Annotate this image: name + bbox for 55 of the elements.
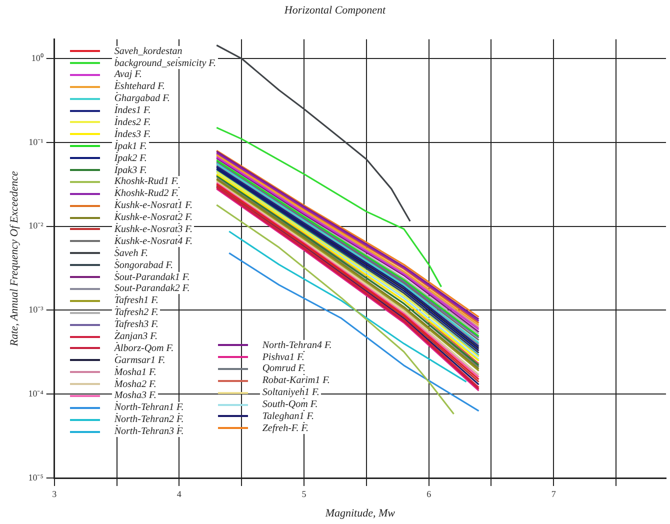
legend-label: Zefreh-F. F. — [260, 422, 311, 434]
legend-label: Pishva1 F. — [260, 352, 306, 363]
x-tick-label: 5 — [302, 488, 307, 499]
legend-label: Khoshk-Rud2 F. — [112, 188, 181, 200]
legend-label: background_seismicity F. — [112, 58, 218, 69]
legend-label: Mosha3 F. — [112, 390, 158, 402]
legend-label: Saveh_kordestan — [112, 46, 184, 57]
y-axis-title: Rate, Annual Frequency Of Exceedence — [8, 170, 20, 348]
legend-label: Sout-Parandak2 F. — [112, 283, 192, 294]
legend-label: Ghargabad F. — [112, 93, 172, 104]
legend-label: Alborz-Qom F. — [112, 342, 176, 354]
legend-label: Ipak3 F. — [112, 164, 149, 176]
y-tick-label: 10⁻⁴ — [28, 388, 44, 398]
legend-label: Indes1 F. — [112, 105, 153, 116]
legend-label: Kushk-e-Nosrat3 F. — [112, 224, 194, 235]
legend-label: Khoshk-Rud1 F. — [112, 176, 181, 188]
legend-label: Eshtehard F. — [112, 81, 167, 92]
legend-label: Robat-Karim1 F. — [260, 375, 332, 386]
legend-label: Avaj F. — [112, 69, 144, 80]
legend-label: North-Tehran4 F. — [260, 340, 334, 351]
legend-label: North-Tehran1 F. — [112, 402, 186, 414]
x-tick-label: 6 — [426, 488, 432, 499]
legend-label: Kushk-e-Nosrat4 F. — [112, 236, 194, 247]
legend-label: Indes2 F. — [112, 116, 153, 128]
legend-label: Tafresh3 F. — [112, 319, 160, 330]
legend-label: Taleghan1 F. — [260, 410, 316, 422]
x-tick-label: 4 — [176, 488, 182, 499]
legend-label: Saveh F. — [112, 248, 150, 259]
y-tick-label: 10⁻³ — [28, 304, 44, 315]
chart-title: Horizontal Component — [283, 4, 387, 16]
legend-label: Ipak1 F. — [112, 140, 149, 152]
legend-label: Mosha2 F. — [112, 378, 158, 390]
legend-label: Songorabad F. — [112, 260, 176, 271]
legend-label: Kushk-e-Nosrat1 F. — [112, 200, 194, 212]
legend-label: Soltaniyeh1 F. — [260, 387, 322, 398]
legend-label: North-Tehran3 F. — [112, 426, 186, 438]
legend-label: Mosha1 F. — [112, 366, 158, 378]
x-axis-title: Magnitude, Mw — [324, 507, 396, 520]
legend-label: Zanjan3 F. — [112, 331, 160, 342]
y-tick-label: 10⁻² — [28, 220, 44, 231]
legend-label: South-Qom F. — [260, 399, 320, 410]
legend-label: Garmsar1 F. — [112, 354, 168, 366]
legend-label: Tafresh2 F. — [112, 307, 160, 318]
legend-label: North-Tehran2 F. — [112, 414, 186, 426]
legend-label: Sout-Parandak1 F. — [112, 272, 192, 283]
legend-label: Indes3 F. — [112, 128, 153, 140]
x-tick-label: 7 — [551, 488, 556, 499]
legend-label: Ipak2 F. — [112, 152, 149, 164]
legend-label: Kushk-e-Nosrat2 F. — [112, 212, 194, 224]
legend-label: Tafresh1 F. — [112, 295, 160, 306]
y-tick-label: 10⁻¹ — [28, 136, 44, 147]
y-tick-label: 10⁰ — [31, 52, 44, 63]
legend-label: Qomrud F. — [260, 363, 308, 374]
x-tick-label: 3 — [52, 488, 58, 499]
y-tick-label: 10⁻⁵ — [28, 472, 44, 482]
